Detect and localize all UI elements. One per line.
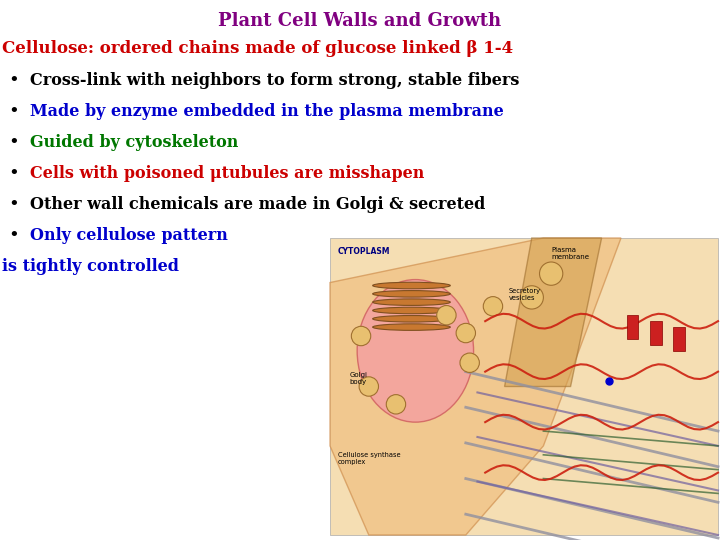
Text: Cellulose: ordered chains made of glucose linked β 1-4: Cellulose: ordered chains made of glucos…	[2, 40, 513, 57]
Ellipse shape	[357, 280, 474, 422]
Ellipse shape	[373, 324, 450, 330]
Text: Made by enzyme embedded in the plasma membrane: Made by enzyme embedded in the plasma me…	[30, 103, 504, 120]
Circle shape	[483, 296, 503, 316]
Circle shape	[359, 377, 379, 396]
Ellipse shape	[373, 299, 450, 306]
Circle shape	[386, 395, 405, 414]
Polygon shape	[505, 238, 602, 387]
Text: •: •	[8, 72, 19, 90]
Circle shape	[437, 306, 456, 325]
Text: Secretory
vesicles: Secretory vesicles	[508, 288, 541, 301]
Circle shape	[539, 262, 563, 285]
Text: •: •	[8, 103, 19, 121]
Text: Plasma
membrane: Plasma membrane	[552, 247, 589, 260]
FancyBboxPatch shape	[673, 327, 685, 351]
FancyBboxPatch shape	[650, 321, 662, 345]
Text: •: •	[8, 196, 19, 214]
Ellipse shape	[373, 315, 450, 322]
Text: Only cellulose pattern: Only cellulose pattern	[30, 227, 228, 244]
Ellipse shape	[373, 307, 450, 314]
FancyBboxPatch shape	[330, 238, 718, 535]
Polygon shape	[330, 238, 621, 535]
Text: Cross-link with neighbors to form strong, stable fibers: Cross-link with neighbors to form strong…	[30, 72, 519, 89]
Text: Other wall chemicals are made in Golgi & secreted: Other wall chemicals are made in Golgi &…	[30, 196, 485, 213]
Text: Golgi
body: Golgi body	[349, 372, 367, 384]
Ellipse shape	[373, 291, 450, 297]
Circle shape	[456, 323, 475, 343]
Text: Plant Cell Walls and Growth: Plant Cell Walls and Growth	[218, 12, 502, 30]
Text: is tightly controlled: is tightly controlled	[2, 258, 179, 275]
Circle shape	[351, 326, 371, 346]
Circle shape	[460, 353, 480, 373]
Text: •: •	[8, 227, 19, 245]
Text: Cellulose synthase
complex: Cellulose synthase complex	[338, 452, 400, 465]
Text: •: •	[8, 134, 19, 152]
Text: Cells with poisoned μtubules are misshapen: Cells with poisoned μtubules are misshap…	[30, 165, 424, 182]
Ellipse shape	[373, 282, 450, 289]
Circle shape	[520, 286, 544, 309]
Text: Guided by cytoskeleton: Guided by cytoskeleton	[30, 134, 238, 151]
FancyBboxPatch shape	[627, 315, 639, 339]
Text: CYTOPLASM: CYTOPLASM	[338, 247, 390, 256]
Text: •: •	[8, 165, 19, 183]
